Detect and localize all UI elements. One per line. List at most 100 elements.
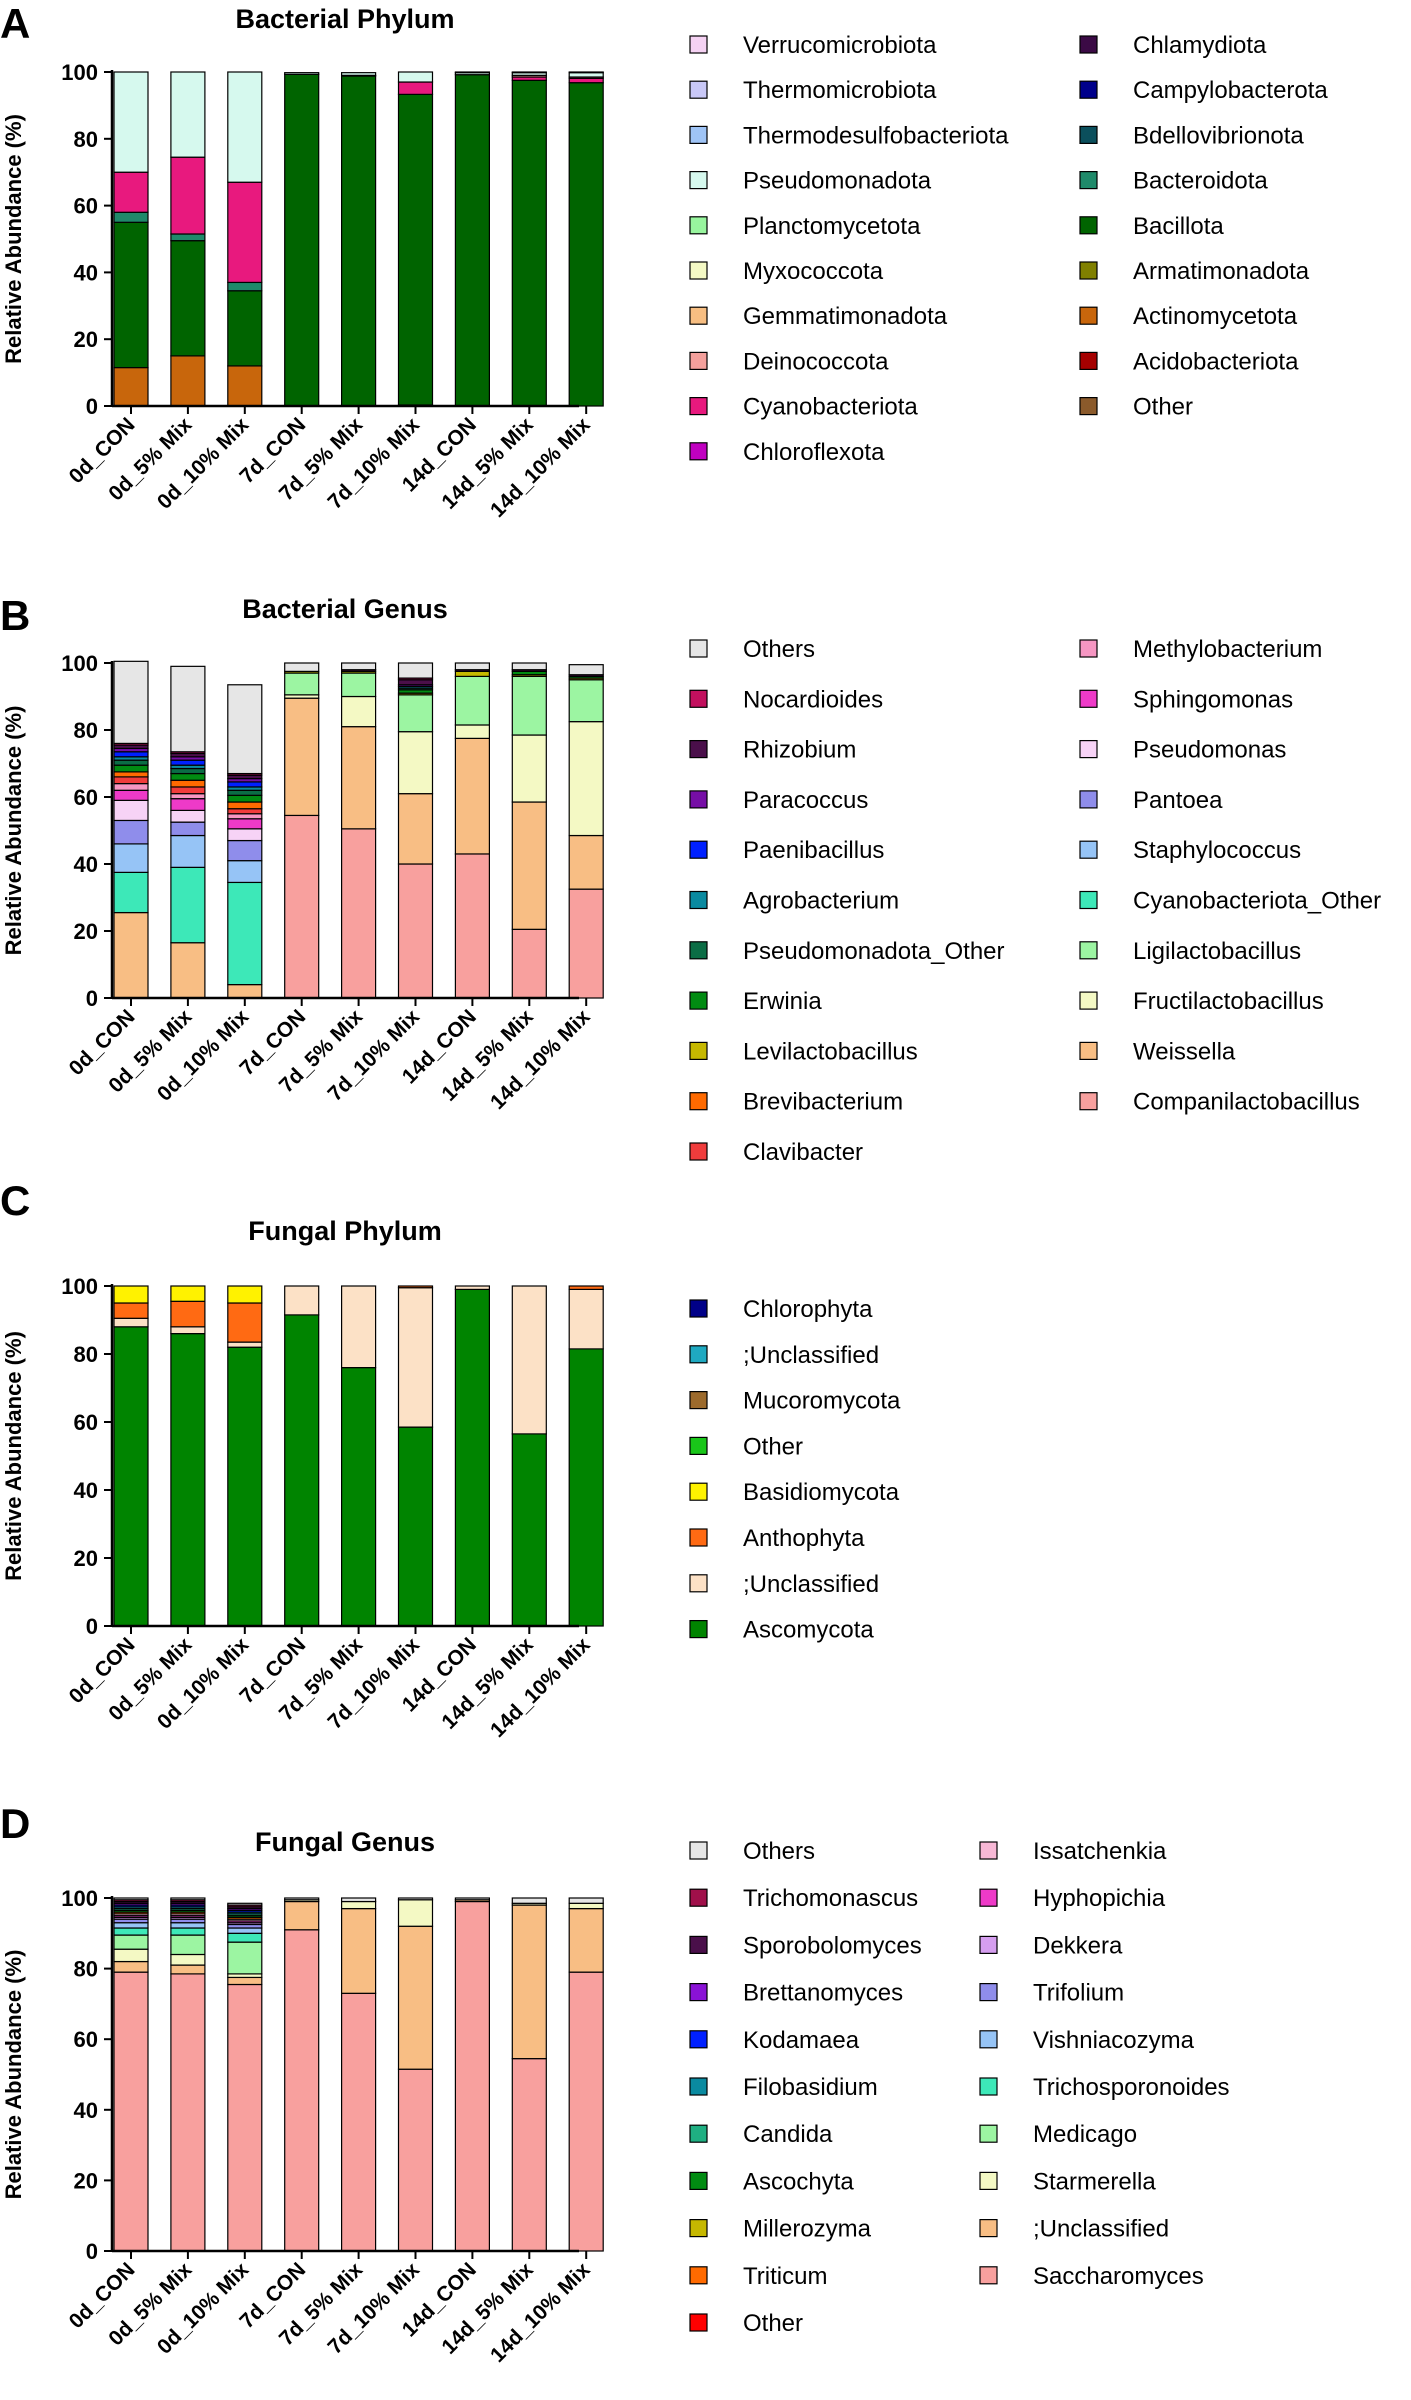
bar-segment bbox=[113, 759, 149, 766]
bar-segment bbox=[511, 2058, 547, 2252]
bar-segment bbox=[170, 779, 206, 788]
y-tick-label: 20 bbox=[74, 327, 98, 352]
panel-letter: D bbox=[0, 1800, 30, 1847]
bar-segment bbox=[170, 665, 206, 753]
legend-label: Filobasidium bbox=[743, 2074, 878, 2101]
legend-label: Chlorophyta bbox=[743, 1296, 873, 1323]
bar-segment bbox=[170, 240, 206, 357]
legend-item: Kodamaea bbox=[689, 2027, 860, 2054]
legend-label: Mucoromycota bbox=[743, 1388, 901, 1415]
bar-segment bbox=[454, 71, 490, 74]
legend-item: Bacteroidota bbox=[1079, 168, 1268, 195]
legend-label: ;Unclassified bbox=[743, 1342, 879, 1369]
legend-swatch bbox=[689, 1528, 708, 1547]
bar-segment bbox=[568, 1907, 604, 1973]
legend-swatch bbox=[689, 1299, 708, 1318]
bar-segment bbox=[170, 156, 206, 235]
legend-swatch bbox=[689, 2266, 708, 2285]
bar-segment bbox=[170, 1922, 206, 1929]
legend-item: Trichomonascus bbox=[689, 1885, 918, 1912]
bar-segment bbox=[511, 675, 547, 736]
legend-item: Sphingomonas bbox=[1079, 686, 1293, 713]
bar-segment bbox=[568, 1902, 604, 1910]
legend-item: Sporobolomyces bbox=[689, 1932, 922, 1959]
chart-title: Fungal Genus bbox=[255, 1827, 435, 1857]
legend: Verrucomicrobiota Thermomicrobiota Thermod… bbox=[689, 32, 1328, 466]
legend-swatch bbox=[689, 2030, 708, 2049]
bar-segment bbox=[568, 721, 604, 837]
bar-segment bbox=[113, 660, 149, 745]
bar-segment bbox=[341, 75, 377, 407]
legend-item: Other bbox=[689, 1433, 803, 1460]
bar-segment bbox=[170, 821, 206, 837]
bar-segment bbox=[284, 1929, 320, 2252]
bar-stack-6 bbox=[454, 71, 490, 407]
bar-segment bbox=[227, 1346, 263, 1627]
bar-segment bbox=[454, 1288, 490, 1627]
legend-swatch bbox=[689, 1436, 708, 1456]
bar-segment bbox=[113, 1317, 149, 1328]
legend-swatch bbox=[1079, 840, 1098, 859]
bar-segment bbox=[284, 1897, 320, 1901]
y-tick-label: 0 bbox=[86, 986, 98, 1011]
legend-item: Mucoromycota bbox=[689, 1388, 901, 1415]
legend-label: Erwinia bbox=[743, 988, 822, 1015]
legend-label: Ligilactobacillus bbox=[1133, 938, 1301, 965]
legend-swatch bbox=[1079, 689, 1098, 708]
legend-item: Methylobacterium bbox=[1079, 636, 1322, 663]
legend-swatch bbox=[689, 1092, 708, 1111]
bar-segment bbox=[113, 71, 149, 173]
bar-stack-2 bbox=[227, 1902, 263, 2252]
legend-label: Vishniacozyma bbox=[1033, 2027, 1195, 2054]
bar-segment bbox=[568, 1897, 604, 1904]
legend-swatch bbox=[689, 2313, 708, 2332]
bar-stack-0 bbox=[113, 1285, 149, 1627]
bar-segment bbox=[397, 1285, 434, 1289]
bar-segment bbox=[341, 662, 377, 671]
legend-label: Companilactobacillus bbox=[1133, 1089, 1360, 1116]
legend-swatch bbox=[689, 2171, 708, 2190]
bar-segment bbox=[454, 670, 490, 678]
legend-swatch bbox=[689, 216, 708, 235]
legend-item: Chlamydiota bbox=[1079, 32, 1267, 59]
bar-segment bbox=[227, 1285, 263, 1304]
bar-segment bbox=[397, 71, 434, 83]
bar-segment bbox=[170, 1934, 206, 1956]
legend-swatch bbox=[689, 2077, 708, 2096]
bar-segment bbox=[113, 211, 149, 223]
panel-letter: C bbox=[0, 1177, 30, 1224]
legend-label: Rhizobium bbox=[743, 737, 856, 764]
bar-segment bbox=[170, 1973, 206, 2252]
legend-item: Brettanomyces bbox=[689, 1980, 903, 2007]
legend-swatch bbox=[1079, 639, 1098, 658]
bar-stack-4 bbox=[341, 1897, 377, 2252]
bar-stack-1 bbox=[170, 665, 206, 999]
bar-segment bbox=[170, 767, 206, 775]
bar-stack-4 bbox=[341, 72, 377, 407]
legend-item: Ascomycota bbox=[689, 1617, 874, 1644]
legend-swatch bbox=[689, 991, 708, 1010]
bar-segment bbox=[511, 71, 547, 74]
bar-stack-6 bbox=[454, 662, 490, 999]
legend-swatch bbox=[689, 1619, 708, 1639]
legend-label: Levilactobacillus bbox=[743, 1038, 918, 1065]
bar-segment bbox=[170, 355, 206, 407]
bar-segment bbox=[170, 793, 206, 800]
bar-stack-3 bbox=[284, 72, 320, 407]
legend-swatch bbox=[1079, 941, 1098, 960]
legend-item: Erwinia bbox=[689, 988, 822, 1015]
legend-label: Armatimonadota bbox=[1133, 258, 1310, 285]
bar-segment bbox=[568, 1285, 604, 1291]
bar-segment bbox=[113, 1948, 149, 1963]
legend-label: ;Unclassified bbox=[743, 1571, 879, 1598]
bar-segment bbox=[568, 71, 604, 74]
bar-segment bbox=[511, 1285, 547, 1435]
bar-segment bbox=[454, 724, 490, 739]
bar-segment bbox=[170, 772, 206, 781]
y-tick-label: 60 bbox=[74, 194, 98, 219]
legend-label: Dekkera bbox=[1033, 1932, 1123, 1959]
legend-swatch bbox=[1079, 790, 1098, 809]
legend-swatch bbox=[979, 2077, 998, 2096]
legend-swatch bbox=[689, 639, 708, 658]
legend-label: Bacillota bbox=[1133, 213, 1224, 240]
